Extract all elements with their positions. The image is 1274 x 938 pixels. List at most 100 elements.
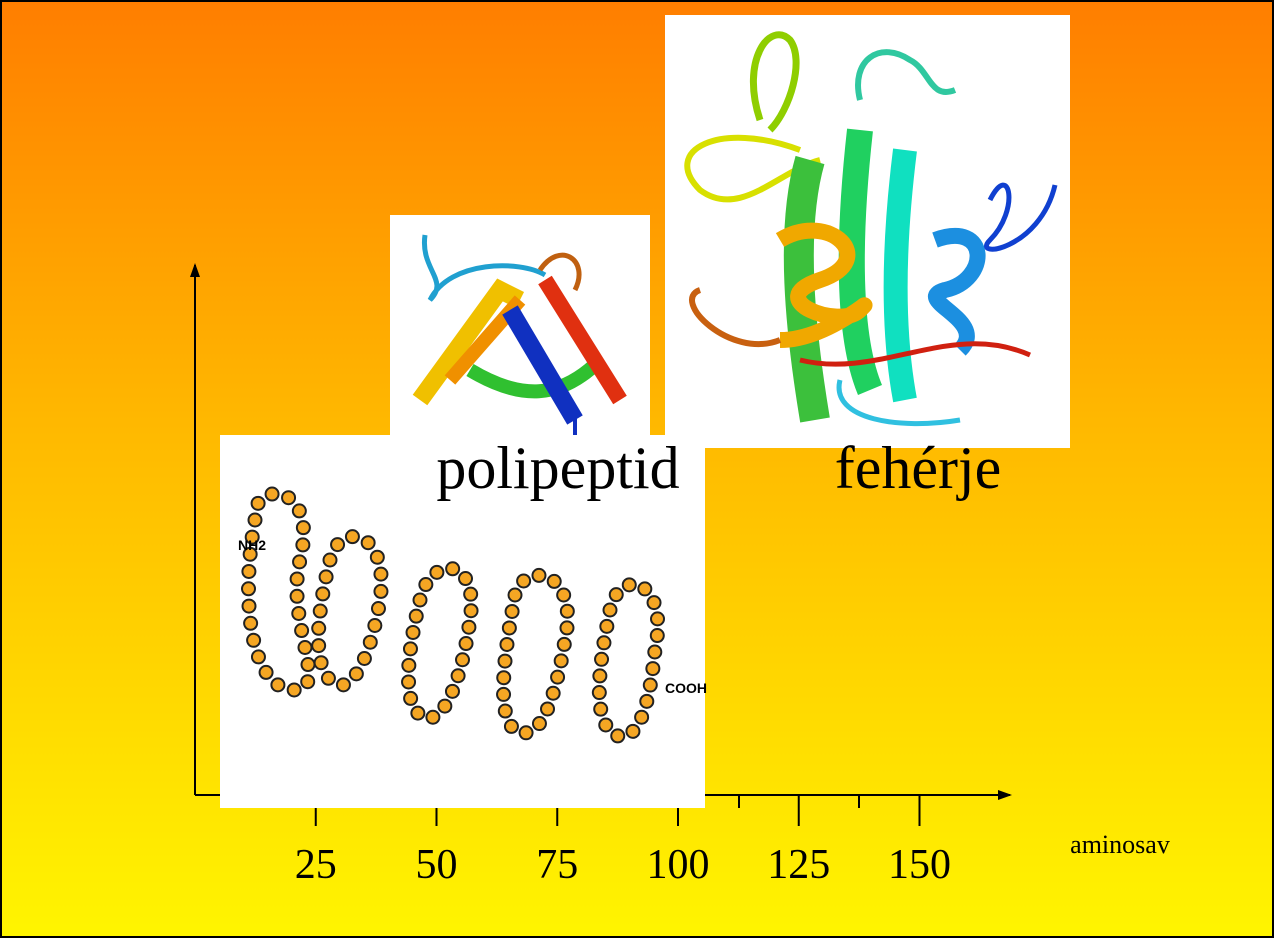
bead	[506, 605, 519, 618]
axis-label: aminosav	[1070, 830, 1170, 859]
bead	[298, 641, 311, 654]
bead	[410, 610, 423, 623]
bead	[407, 626, 420, 639]
bead	[244, 617, 257, 630]
tick-label: 75	[536, 842, 578, 888]
bead	[541, 702, 554, 715]
bead	[551, 671, 564, 684]
bead	[533, 717, 546, 730]
bead	[557, 588, 570, 601]
bead	[611, 729, 624, 742]
bead	[452, 669, 465, 682]
bead	[597, 636, 610, 649]
bead	[638, 582, 651, 595]
bead	[312, 622, 325, 635]
bead	[316, 587, 329, 600]
bead	[249, 514, 262, 527]
bead	[364, 636, 377, 649]
bead	[242, 582, 255, 595]
bead	[242, 565, 255, 578]
bead	[635, 711, 648, 724]
bead	[648, 646, 661, 659]
bead	[497, 688, 510, 701]
bead	[456, 653, 469, 666]
bead	[372, 602, 385, 615]
bead	[271, 678, 284, 691]
bead	[312, 639, 325, 652]
bead	[505, 720, 518, 733]
bead	[252, 650, 265, 663]
bead	[291, 590, 304, 603]
tick-label: 100	[647, 842, 710, 888]
bead	[346, 530, 359, 543]
bead	[296, 538, 309, 551]
bead	[282, 491, 295, 504]
bead	[297, 521, 310, 534]
bead	[374, 585, 387, 598]
bead	[560, 621, 573, 634]
bead	[350, 667, 363, 680]
bead	[599, 718, 612, 731]
bead	[558, 638, 571, 651]
bead	[402, 675, 415, 688]
slide-canvas: 255075100125150 NH2CO	[0, 0, 1274, 938]
bead	[430, 566, 443, 579]
bead	[404, 642, 417, 655]
bead	[465, 604, 478, 617]
n-terminus: NH2	[238, 537, 266, 553]
bead	[462, 621, 475, 634]
bead	[520, 726, 533, 739]
bead	[324, 554, 337, 567]
bead	[555, 654, 568, 667]
slide: 255075100125150 NH2CO	[0, 0, 1274, 938]
bead	[295, 624, 308, 637]
bead	[640, 695, 653, 708]
bead	[499, 705, 512, 718]
bead	[293, 555, 306, 568]
bead	[426, 711, 439, 724]
bead	[260, 666, 273, 679]
bead	[595, 653, 608, 666]
bead	[517, 574, 530, 587]
tick-label: 125	[767, 842, 830, 888]
bead	[594, 703, 607, 716]
bead	[600, 620, 613, 633]
polypeptide-image	[390, 215, 650, 445]
c-terminus: COOH	[665, 680, 707, 696]
bead	[402, 659, 415, 672]
bead	[593, 669, 606, 682]
bead	[497, 671, 510, 684]
bead	[626, 725, 639, 738]
bead	[464, 588, 477, 601]
bead	[368, 619, 381, 632]
bead	[499, 655, 512, 668]
tick-label: 25	[295, 842, 337, 888]
bead	[503, 621, 516, 634]
bead	[371, 551, 384, 564]
bead	[460, 637, 473, 650]
bead	[291, 572, 304, 585]
bead	[266, 488, 279, 501]
bead	[500, 638, 513, 651]
bead	[446, 685, 459, 698]
bead	[651, 612, 664, 625]
bead	[322, 672, 335, 685]
bead	[651, 629, 664, 642]
protein-label: fehérje	[835, 435, 1002, 501]
bead	[243, 600, 256, 613]
bead	[547, 687, 560, 700]
bead	[362, 536, 375, 549]
bead	[419, 578, 432, 591]
bead	[320, 570, 333, 583]
bead	[358, 652, 371, 665]
bead	[604, 604, 617, 617]
bead	[648, 596, 661, 609]
bead	[404, 692, 417, 705]
bead	[446, 562, 459, 575]
bead	[288, 683, 301, 696]
bead	[459, 572, 472, 585]
bead	[623, 578, 636, 591]
protein-image	[665, 15, 1070, 448]
bead	[331, 538, 344, 551]
bead	[315, 656, 328, 669]
